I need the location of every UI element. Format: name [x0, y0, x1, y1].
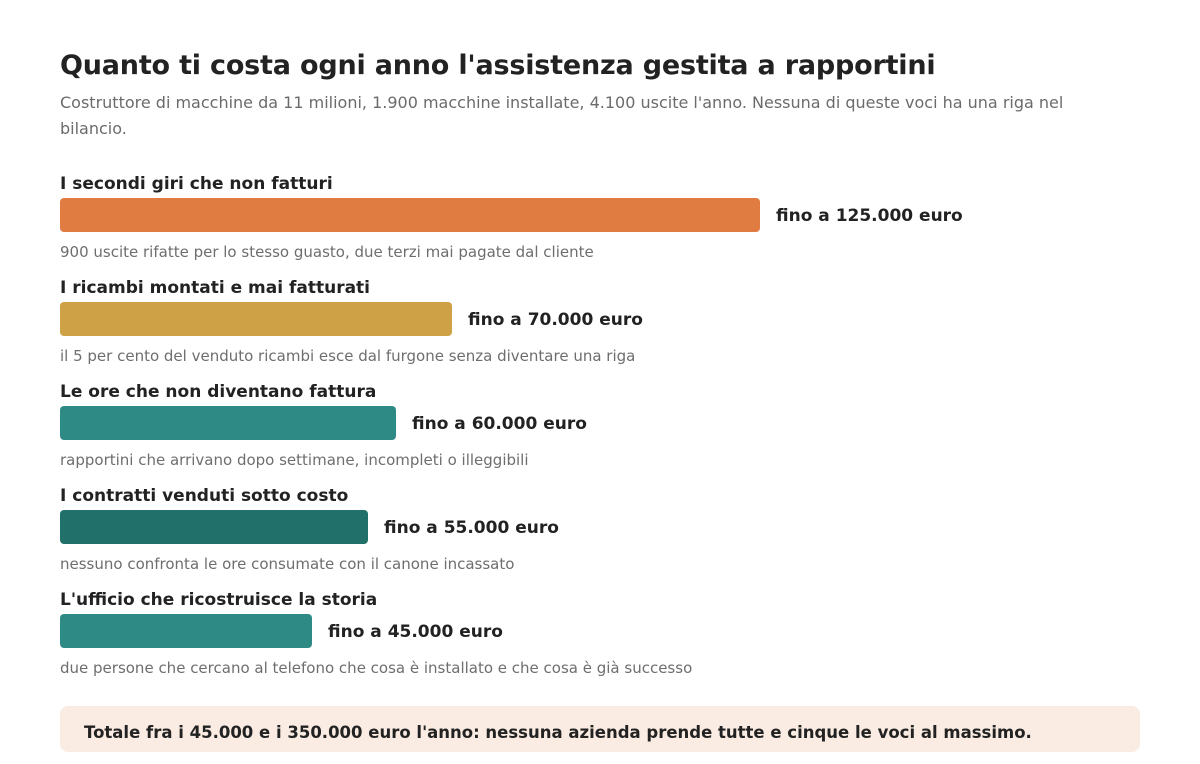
value-label: fino a 125.000 euro	[776, 206, 963, 226]
category-label: I ricambi montati e mai fatturati	[60, 278, 371, 298]
bar-track: fino a 45.000 euro	[60, 614, 1140, 648]
total-callout: Totale fra i 45.000 e i 350.000 euro l'a…	[60, 706, 1140, 752]
bar	[60, 614, 312, 648]
category-note: due persone che cercano al telefono che …	[60, 659, 693, 677]
category-note: rapportini che arrivano dopo settimane, …	[60, 451, 529, 469]
bar-track: fino a 70.000 euro	[60, 302, 1140, 336]
category-label: L'ufficio che ricostruisce la storia	[60, 590, 378, 610]
bar	[60, 302, 452, 336]
bar-track: fino a 60.000 euro	[60, 406, 1140, 440]
category-note: nessuno confronta le ore consumate con i…	[60, 555, 515, 573]
bar-row: Le ore che non diventano fattura fino a 6…	[60, 380, 1140, 484]
bar-rows: I secondi giri che non fatturi fino a 125…	[60, 172, 1140, 692]
category-label: I contratti venduti sotto costo	[60, 486, 349, 506]
value-label: fino a 45.000 euro	[328, 622, 503, 642]
bar-row: I contratti venduti sotto costo fino a 55…	[60, 484, 1140, 588]
category-label: Le ore che non diventano fattura	[60, 382, 377, 402]
bar-track: fino a 55.000 euro	[60, 510, 1140, 544]
bar-row: I secondi giri che non fatturi fino a 125…	[60, 172, 1140, 276]
bar-row: I ricambi montati e mai fatturati fino a …	[60, 276, 1140, 380]
bar	[60, 510, 368, 544]
bar	[60, 406, 396, 440]
category-label: I secondi giri che non fatturi	[60, 174, 333, 194]
bar	[60, 198, 760, 232]
value-label: fino a 70.000 euro	[468, 310, 643, 330]
value-label: fino a 55.000 euro	[384, 518, 559, 538]
value-label: fino a 60.000 euro	[412, 414, 587, 434]
bar-track: fino a 125.000 euro	[60, 198, 1140, 232]
chart-title: Quanto ti costa ogni anno l'assistenza g…	[60, 50, 936, 81]
chart-subtitle: Costruttore di macchine da 11 milioni, 1…	[60, 93, 1064, 138]
category-note: il 5 per cento del venduto ricambi esce …	[60, 347, 636, 365]
bar-row: L'ufficio che ricostruisce la storia fino…	[60, 588, 1140, 692]
category-note: 900 uscite rifatte per lo stesso guasto,…	[60, 243, 594, 261]
